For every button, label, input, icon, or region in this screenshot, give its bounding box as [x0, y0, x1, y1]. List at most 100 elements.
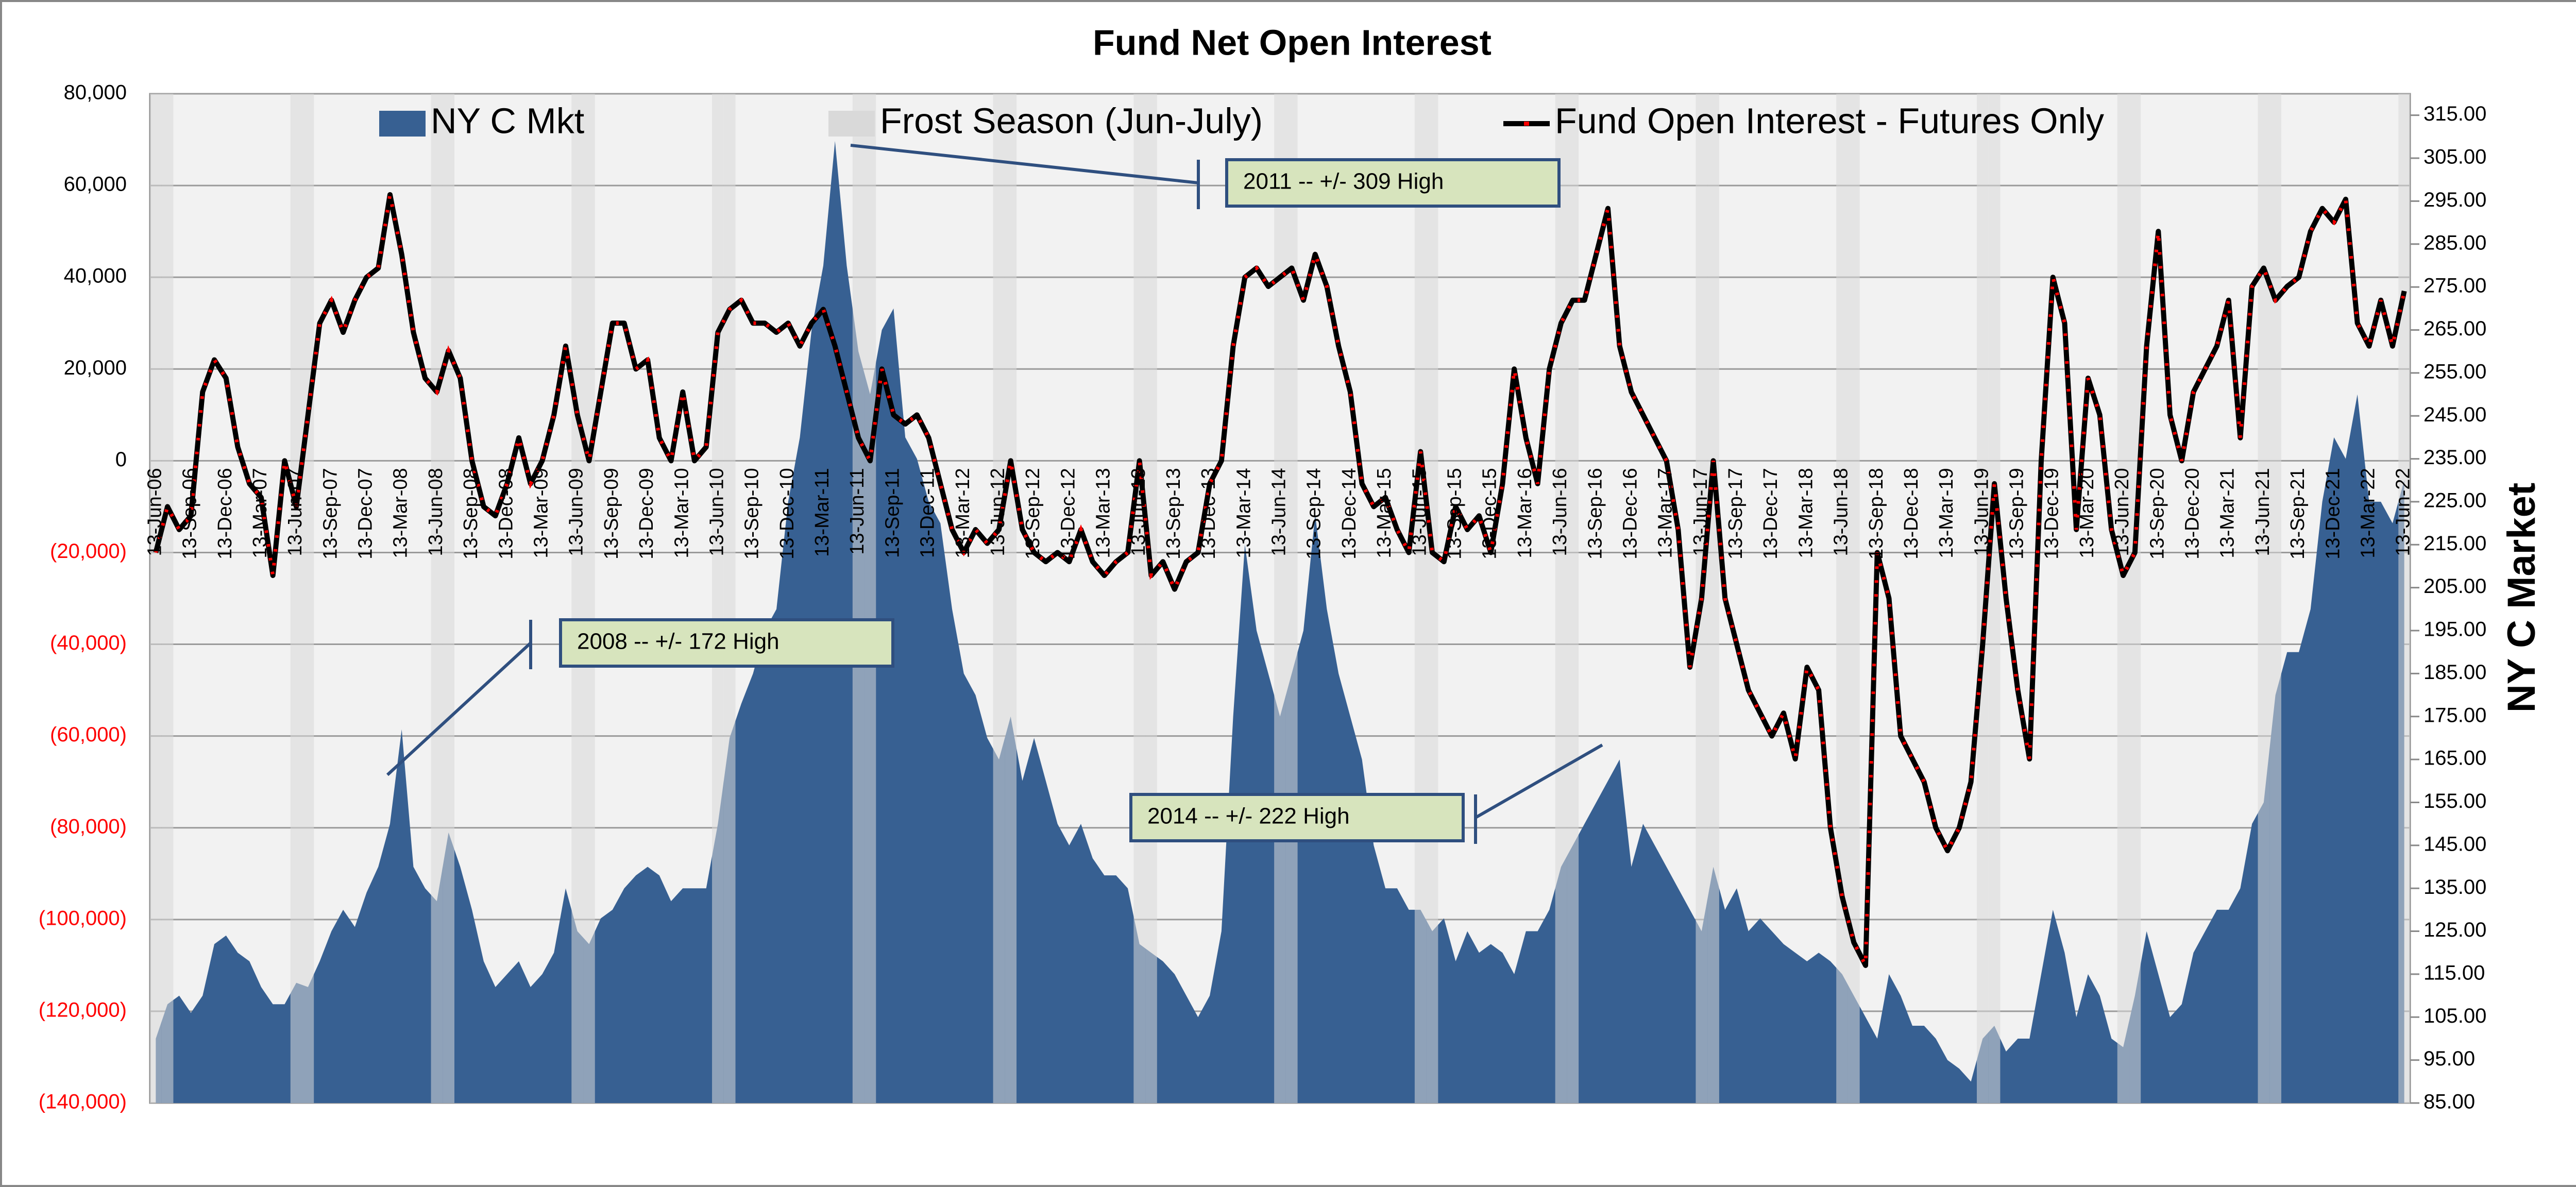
x-tick-label: 13-Jun-13	[1128, 468, 1149, 556]
x-tick-label: 13-Sep-06	[179, 468, 201, 559]
frost-band	[150, 94, 162, 1103]
frost-band	[1567, 94, 1579, 1103]
frost-band	[993, 94, 1005, 1103]
x-tick-label: 13-Dec-19	[2041, 468, 2063, 559]
x-tick-label: 13-Jun-16	[1549, 468, 1571, 556]
y-tick-label: (120,000)	[39, 998, 127, 1021]
y2-tick-label: 85.00	[2424, 1091, 2475, 1113]
x-tick-label: 13-Jun-17	[1690, 468, 1711, 556]
x-tick-label: 13-Dec-13	[1198, 468, 1219, 559]
x-tick-label: 13-Mar-19	[1936, 468, 1957, 558]
frost-band	[1133, 94, 1146, 1103]
legend-label: NY C Mkt	[431, 100, 584, 141]
annotation-connector	[850, 144, 1199, 184]
x-tick-label: 13-Mar-11	[811, 468, 833, 556]
x-tick-label: 13-Jun-19	[1971, 468, 1992, 556]
annotation-connector	[1475, 743, 1603, 819]
frost-band	[852, 94, 865, 1103]
frost-band	[1555, 94, 1567, 1103]
x-tick-label: 13-Mar-22	[2357, 468, 2379, 558]
x-tick-label: 13-Jun-08	[425, 468, 447, 556]
frost-band	[1836, 94, 1848, 1103]
x-tick-label: 13-Mar-16	[1514, 468, 1536, 558]
y-tick-label: 80,000	[64, 81, 127, 104]
x-tick-label: 13-Dec-08	[495, 468, 517, 559]
x-tick-label: 13-Sep-13	[1163, 468, 1184, 559]
x-tick-label: 13-Dec-09	[636, 468, 657, 559]
y-tick-label: (140,000)	[39, 1091, 127, 1113]
y-tick-label: (80,000)	[50, 815, 127, 838]
annotation-box	[1225, 158, 1561, 208]
frost-band	[2269, 94, 2281, 1103]
y2-tick-label: 95.00	[2424, 1047, 2475, 1070]
x-tick-label: 13-Mar-17	[1655, 468, 1676, 558]
y2-tick-label: 185.00	[2424, 661, 2486, 684]
x-tick-label: 13-Jun-14	[1268, 468, 1290, 556]
x-tick-label: 13-Dec-17	[1760, 468, 1782, 559]
y2-tick-label: 255.00	[2424, 360, 2486, 383]
y-tick-label: (40,000)	[50, 632, 127, 654]
x-tick-label: 13-Sep-10	[741, 468, 763, 559]
x-tick-label: 13-Sep-09	[601, 468, 622, 559]
x-tick-label: 13-Mar-08	[390, 468, 412, 558]
x-tick-label: 13-Dec-07	[355, 468, 377, 559]
annotation-connector	[386, 641, 532, 776]
frost-band	[1145, 94, 1157, 1103]
y2-axis-title: NY C Market	[2500, 483, 2544, 713]
y2-tick-label: 165.00	[2424, 747, 2486, 770]
x-tick-label: 13-Dec-15	[1479, 468, 1501, 559]
annotation-box	[559, 618, 894, 668]
x-tick-label: 13-Dec-21	[2322, 468, 2344, 559]
y2-tick-label: 175.00	[2424, 704, 2486, 726]
annotation-text: 2014 -- +/- 222 High	[1147, 804, 1350, 829]
x-tick-label: 13-Sep-11	[882, 468, 903, 558]
frost-band	[2398, 94, 2410, 1103]
frost-band	[1848, 94, 1860, 1103]
legend-swatch	[379, 111, 426, 137]
annotation-box	[1129, 793, 1465, 842]
x-tick-label: 13-Mar-21	[2217, 468, 2239, 558]
x-tick-label: 13-Sep-20	[2146, 468, 2168, 559]
frost-band	[161, 94, 174, 1103]
x-tick-label: 13-Mar-07	[249, 468, 271, 558]
frost-band	[864, 94, 876, 1103]
y-tick-label: (60,000)	[50, 723, 127, 746]
frost-band	[571, 94, 584, 1103]
x-tick-label: 13-Jun-11	[846, 468, 868, 554]
x-tick-label: 13-Jun-15	[1409, 468, 1430, 556]
y2-tick-label: 245.00	[2424, 403, 2486, 426]
x-tick-label: 13-Mar-20	[2076, 468, 2098, 558]
y2-tick-label: 145.00	[2424, 833, 2486, 855]
x-tick-label: 13-Sep-07	[319, 468, 341, 559]
chart-title: Fund Net Open Interest	[1093, 22, 1492, 62]
y2-tick-label: 125.00	[2424, 919, 2486, 941]
y2-tick-label: 265.00	[2424, 317, 2486, 340]
x-tick-label: 13-Dec-11	[917, 468, 939, 558]
x-tick-label: 13-Dec-14	[1338, 468, 1360, 559]
x-tick-label: 13-Dec-18	[1901, 468, 1922, 559]
x-tick-label: 13-Sep-19	[2006, 468, 2028, 559]
y2-tick-label: 155.00	[2424, 790, 2486, 812]
frost-band	[712, 94, 724, 1103]
x-tick-label: 13-Sep-15	[1444, 468, 1465, 559]
x-tick-label: 13-Dec-06	[214, 468, 236, 559]
frost-band	[1707, 94, 1719, 1103]
x-tick-label: 13-Jun-21	[2252, 468, 2274, 556]
legend-swatch	[828, 111, 875, 137]
x-tick-label: 13-Jun-18	[1831, 468, 1852, 556]
x-tick-label: 13-Sep-21	[2287, 468, 2309, 559]
y2-tick-label: 225.00	[2424, 489, 2486, 512]
y2-tick-label: 315.00	[2424, 103, 2486, 125]
x-tick-label: 13-Jun-20	[2111, 468, 2133, 556]
legend-label: Frost Season (Jun-July)	[880, 100, 1263, 141]
y-tick-label: 20,000	[64, 357, 127, 379]
x-tick-label: 13-Sep-18	[1866, 468, 1887, 559]
y2-tick-label: 135.00	[2424, 876, 2486, 898]
y2-tick-label: 295.00	[2424, 189, 2486, 211]
y2-tick-label: 235.00	[2424, 446, 2486, 469]
x-tick-label: 13-Mar-13	[1093, 468, 1114, 558]
x-tick-label: 13-Jun-06	[144, 468, 165, 556]
x-tick-label: 13-Sep-12	[1022, 468, 1044, 559]
x-tick-label: 13-Sep-16	[1584, 468, 1606, 559]
